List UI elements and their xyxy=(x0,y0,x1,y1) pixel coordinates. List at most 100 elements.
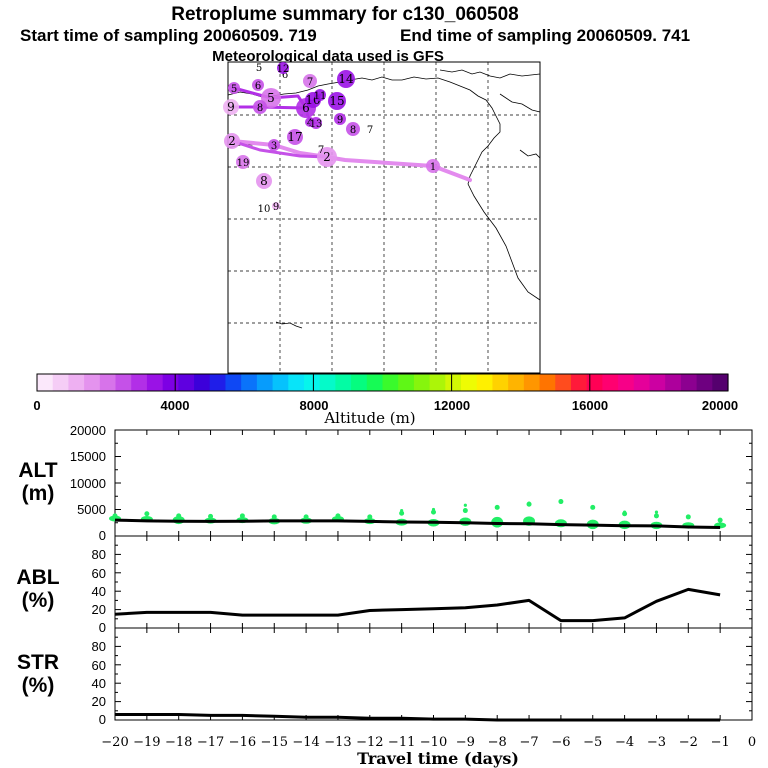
plume-marker xyxy=(303,74,317,88)
x-tick-label: −4 xyxy=(615,735,634,750)
colorbar-cell xyxy=(649,374,666,391)
plume-day-label: 7 xyxy=(307,77,313,88)
alt-point-top xyxy=(271,514,277,520)
colorbar-cell xyxy=(241,374,258,391)
colorbar-cell xyxy=(586,374,603,391)
colorbar-cell xyxy=(696,374,713,391)
colorbar-cell xyxy=(351,374,368,391)
colorbar-cell xyxy=(508,374,525,391)
alt-point-high xyxy=(431,507,436,512)
plume-marker xyxy=(228,82,240,94)
plume-day-label: 7 xyxy=(367,125,373,136)
colorbar-cell xyxy=(52,374,69,391)
axis-tick-marks xyxy=(114,429,753,721)
plume-day-label: 9 xyxy=(337,115,343,126)
alt-point-top xyxy=(653,513,659,519)
altitude-colorbar: 0 4000 8000 12000 16000 20000 Altitude (… xyxy=(33,373,738,427)
alt-tick-10000: 10000 xyxy=(70,476,106,491)
alt-point-high xyxy=(686,514,690,518)
met-data-label: Meteorological data used is GFS xyxy=(212,48,444,65)
str-tick-0: 0 xyxy=(99,712,106,727)
colorbar-tick-20000: 20000 xyxy=(702,398,738,413)
plume-day-label: 5 xyxy=(231,84,237,95)
plume-day-label: 14 xyxy=(338,72,354,86)
plume-day-label: 13 xyxy=(310,119,323,130)
colorbar-cell xyxy=(194,374,211,391)
x-tick-label: −1 xyxy=(711,735,730,750)
plume-day-label: 4 xyxy=(307,118,313,129)
str-panel-label: STR xyxy=(17,651,59,674)
plume-marker xyxy=(252,79,264,91)
alt-tick-20000: 20000 xyxy=(70,423,106,438)
colorbar-cell xyxy=(665,374,682,391)
str-tick-80: 80 xyxy=(92,639,106,654)
colorbar-cell xyxy=(99,374,117,391)
alt-panel-label: ALT xyxy=(18,459,57,482)
str-tick-40: 40 xyxy=(92,676,106,691)
plume-day-label: 8 xyxy=(257,103,263,114)
plume-day-label: 8 xyxy=(260,174,268,188)
str-panel-frame xyxy=(114,627,753,721)
colorbar-cell xyxy=(131,374,148,391)
colorbar-cell xyxy=(303,374,321,391)
abl-tick-40: 40 xyxy=(92,584,106,599)
plume-marker xyxy=(310,117,322,129)
alt-y-ticks: 20000 15000 10000 5000 0 xyxy=(70,423,106,543)
map-gridlines xyxy=(228,62,540,373)
plume-day-label: 9 xyxy=(273,202,279,213)
plume-marker xyxy=(426,159,440,173)
plume-day-label: 1 xyxy=(430,162,436,173)
colorbar-tick-8000: 8000 xyxy=(300,398,329,413)
colorbar-cell xyxy=(429,374,446,391)
alt-point-high xyxy=(527,501,531,505)
colorbar-ticks: 0 4000 8000 12000 16000 20000 xyxy=(33,398,738,413)
colorbar-frame xyxy=(36,373,729,392)
colorbar-cell xyxy=(366,374,384,391)
colorbar-cells xyxy=(37,374,729,391)
x-tick-label: −12 xyxy=(356,735,383,750)
x-tick-label: −7 xyxy=(519,735,538,750)
figure-title: Retroplume summary for c130_060508 xyxy=(171,4,518,25)
x-tick-label: −8 xyxy=(488,735,507,750)
plume-day-label: 6 xyxy=(255,81,261,92)
plume-marker xyxy=(317,147,337,167)
abl-panel-unit: (%) xyxy=(22,589,55,612)
plume-marker xyxy=(337,70,355,88)
x-axis-tick-labels: −20 −19 −18 −17 −16 −15 −14 −13 −12 −11 −10 −9 −8 −7−… xyxy=(101,735,756,750)
colorbar-cell xyxy=(555,374,572,391)
x-tick-label: 0 xyxy=(748,735,756,750)
plume-marker xyxy=(287,129,303,145)
colorbar-cell xyxy=(445,374,462,391)
colorbar-cell xyxy=(539,374,556,391)
alt-point-top xyxy=(208,513,214,519)
colorbar-cell xyxy=(209,374,227,391)
colorbar-cell xyxy=(335,374,352,391)
plume-day-label: 10 xyxy=(258,204,271,215)
plume-day-label: 5 xyxy=(256,63,262,74)
colorbar-cell xyxy=(461,374,478,391)
colorbar-cell xyxy=(68,374,85,391)
colorbar-cell xyxy=(272,374,289,391)
plume-marker xyxy=(261,88,281,108)
plume-marker xyxy=(346,122,360,136)
series-lines xyxy=(114,518,721,722)
x-tick-label: −5 xyxy=(583,735,602,750)
plume-day-label: 17 xyxy=(287,130,302,144)
colorbar-cell xyxy=(413,374,431,391)
alt-point-high xyxy=(400,508,404,513)
alt-point-high xyxy=(623,510,627,514)
plume-marker xyxy=(268,139,280,151)
x-tick-label: −17 xyxy=(197,735,224,750)
colorbar-cell xyxy=(225,374,242,391)
colorbar-cell xyxy=(115,374,132,391)
alt-point-high xyxy=(654,510,659,514)
colorbar-cell xyxy=(319,374,336,391)
time-series-panels: ALT (m) ABL (%) STR (%) 20000 15000 1000… xyxy=(16,423,756,768)
alt-series-line xyxy=(114,518,721,529)
alt-point-top xyxy=(462,508,468,514)
colorbar-cell xyxy=(602,374,619,391)
colorbar-cell xyxy=(178,374,195,391)
str-panel-unit: (%) xyxy=(22,674,55,697)
